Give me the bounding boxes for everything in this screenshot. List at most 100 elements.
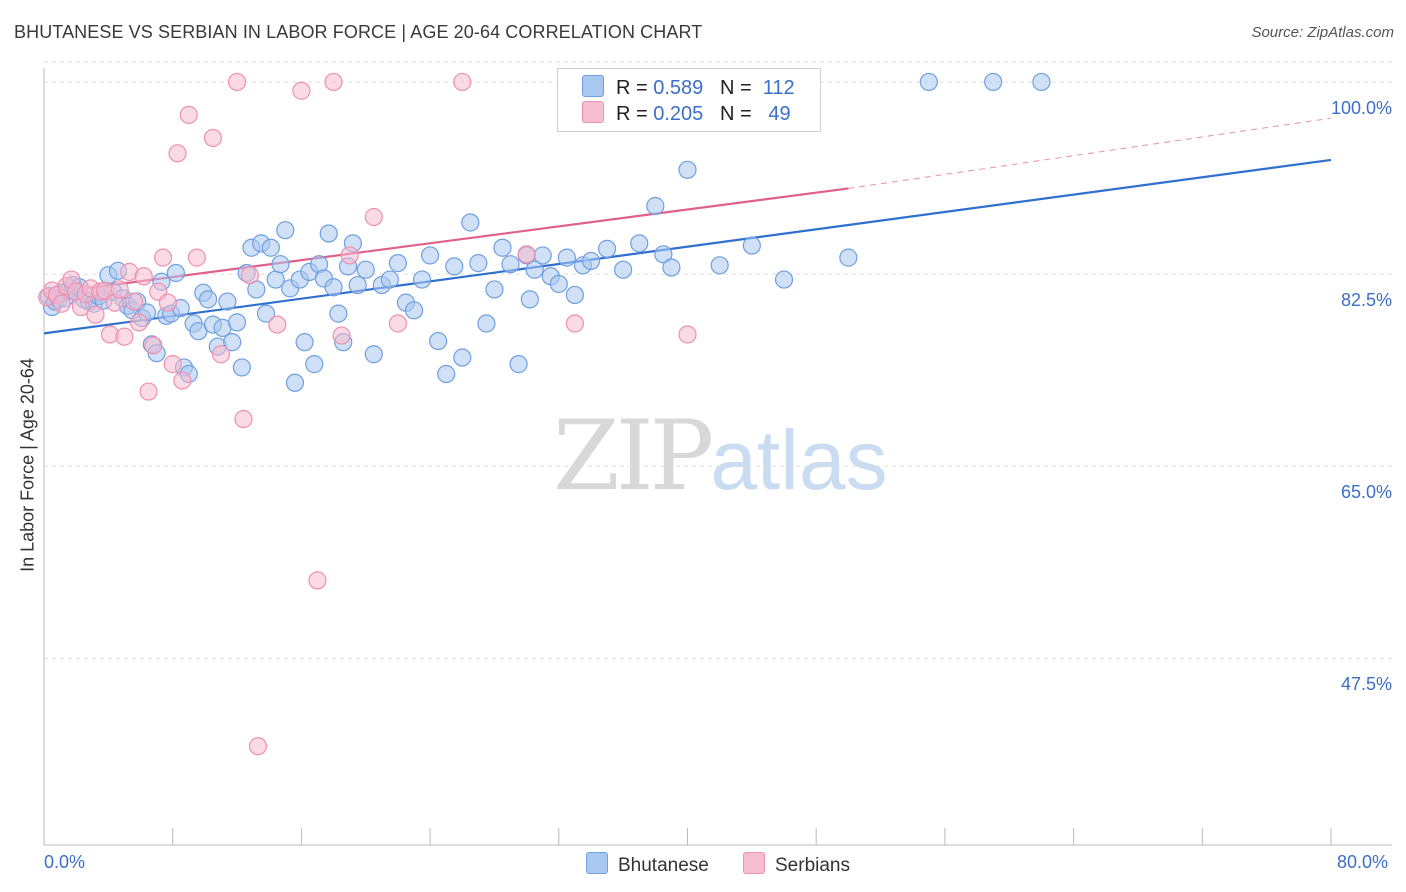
bhutanese-point (581, 251, 601, 271)
bhutanese-trend-line (43, 158, 1332, 335)
bottom-legend-label: Bhutanese (618, 855, 709, 876)
bhutanese-point (453, 348, 472, 367)
bhutanese-point (295, 333, 314, 352)
serbians-point (211, 345, 231, 364)
bhutanese-point (404, 301, 424, 320)
serbians-point (144, 336, 163, 355)
bhutanese-point (232, 358, 251, 377)
y-tick-label: 82.5% (1340, 290, 1392, 311)
bhutanese-point (198, 290, 218, 309)
bhutanese-point (388, 254, 408, 273)
serbians-point (517, 245, 536, 264)
bhutanese-point (319, 224, 338, 243)
bhutanese-point (614, 260, 633, 279)
bhutanese-point (646, 196, 665, 216)
serbians-points (38, 72, 697, 756)
bhutanese-point (256, 304, 276, 323)
serbians-point (168, 144, 187, 163)
x-tick-label-max: 80.0% (1337, 852, 1389, 872)
serbians-point (86, 305, 105, 324)
bhutanese-point (1032, 72, 1051, 92)
legend-r-value: 0.589 (653, 77, 704, 99)
serbians-point (565, 314, 584, 333)
serbians-point (240, 266, 260, 285)
bhutanese-point (412, 270, 432, 289)
bhutanese-point (493, 238, 512, 257)
bhutanese-point (509, 355, 528, 374)
bhutanese-point (445, 257, 464, 276)
bhutanese-point (549, 274, 568, 294)
legend-n-value: 49 (768, 103, 791, 125)
legend-row-serbians: R = 0.205 N = 49 (582, 101, 791, 127)
bhutanese-point (437, 364, 456, 384)
bhutanese-point (662, 258, 681, 277)
bottom-legend-label: Serbians (775, 855, 850, 876)
bhutanese-point (276, 221, 295, 240)
serbians-point (134, 267, 153, 286)
bhutanese-point (469, 254, 488, 273)
bhutanese-point (429, 331, 448, 351)
bottom-legend-swatch-blue (586, 852, 608, 874)
bhutanese-point (710, 256, 729, 275)
serbians-point (158, 293, 177, 312)
serbians-point (248, 737, 268, 756)
bhutanese-point (380, 270, 399, 289)
stats-legend: R = 0.589 N = 112 R = 0.205 N = 49 (557, 68, 821, 132)
bhutanese-point (774, 270, 794, 289)
legend-n-value: 112 (762, 77, 795, 99)
serbians-point (115, 327, 134, 346)
bhutanese-point (329, 304, 348, 323)
serbians-point (139, 382, 158, 401)
bhutanese-point (565, 285, 584, 305)
y-axis-label: In Labor Force | Age 20-64 (17, 358, 38, 572)
bhutanese-point (166, 263, 186, 283)
watermark: ZIPatlas (553, 400, 888, 512)
bhutanese-point (485, 280, 504, 299)
bhutanese-point (223, 333, 242, 352)
bhutanese-point (919, 72, 938, 92)
bhutanese-point (421, 246, 440, 265)
serbians-point (173, 371, 192, 390)
bhutanese-point (285, 373, 305, 392)
serbians-point (308, 571, 327, 590)
chart-title: BHUTANESE VS SERBIAN IN LABOR FORCE | AG… (14, 22, 703, 42)
serbians-point (52, 294, 71, 313)
legend-n-label: N = (719, 103, 758, 125)
bhutanese-point (501, 255, 520, 274)
bhutanese-point (630, 234, 649, 253)
serbians-point (234, 409, 253, 429)
bhutanese-point (477, 314, 496, 333)
legend-row-bhutanese: R = 0.589 N = 112 (582, 75, 795, 101)
serbians-point (268, 315, 287, 334)
bhutanese-point (654, 245, 673, 264)
bhutanese-point (839, 248, 858, 267)
bhutanese-point (324, 278, 343, 297)
bhutanese-point (520, 290, 539, 309)
serbians-point (332, 326, 351, 345)
trend-lines (43, 117, 1332, 335)
legend-n-label: N = (719, 77, 758, 99)
legend-r-value: 0.205 (653, 103, 704, 125)
serbians-point (187, 248, 206, 267)
bhutanese-point (984, 72, 1003, 92)
bottom-legend-swatch-pink (743, 852, 765, 874)
bhutanese-point (461, 213, 480, 232)
serbians-point (340, 246, 359, 265)
bhutanese-point (525, 260, 544, 279)
serbians-point (364, 207, 383, 227)
serbians-point (388, 314, 408, 333)
serbians-point (163, 355, 182, 374)
x-tick-label-min: 0.0% (44, 852, 86, 872)
watermark-zip: ZIP (553, 400, 714, 512)
serbians-point (129, 313, 149, 332)
serbians-point (453, 72, 472, 92)
y-tick-label: 47.5% (1340, 674, 1392, 695)
serbians-point (110, 280, 129, 299)
chart-source: Source: ZipAtlas.com (1251, 24, 1394, 41)
serbians-point (179, 105, 198, 124)
bhutanese-point (227, 313, 247, 332)
bottom-legend-serbians: Serbians (743, 852, 850, 877)
bhutanese-point (533, 246, 552, 265)
bottom-legend-bhutanese: Bhutanese (586, 852, 709, 877)
